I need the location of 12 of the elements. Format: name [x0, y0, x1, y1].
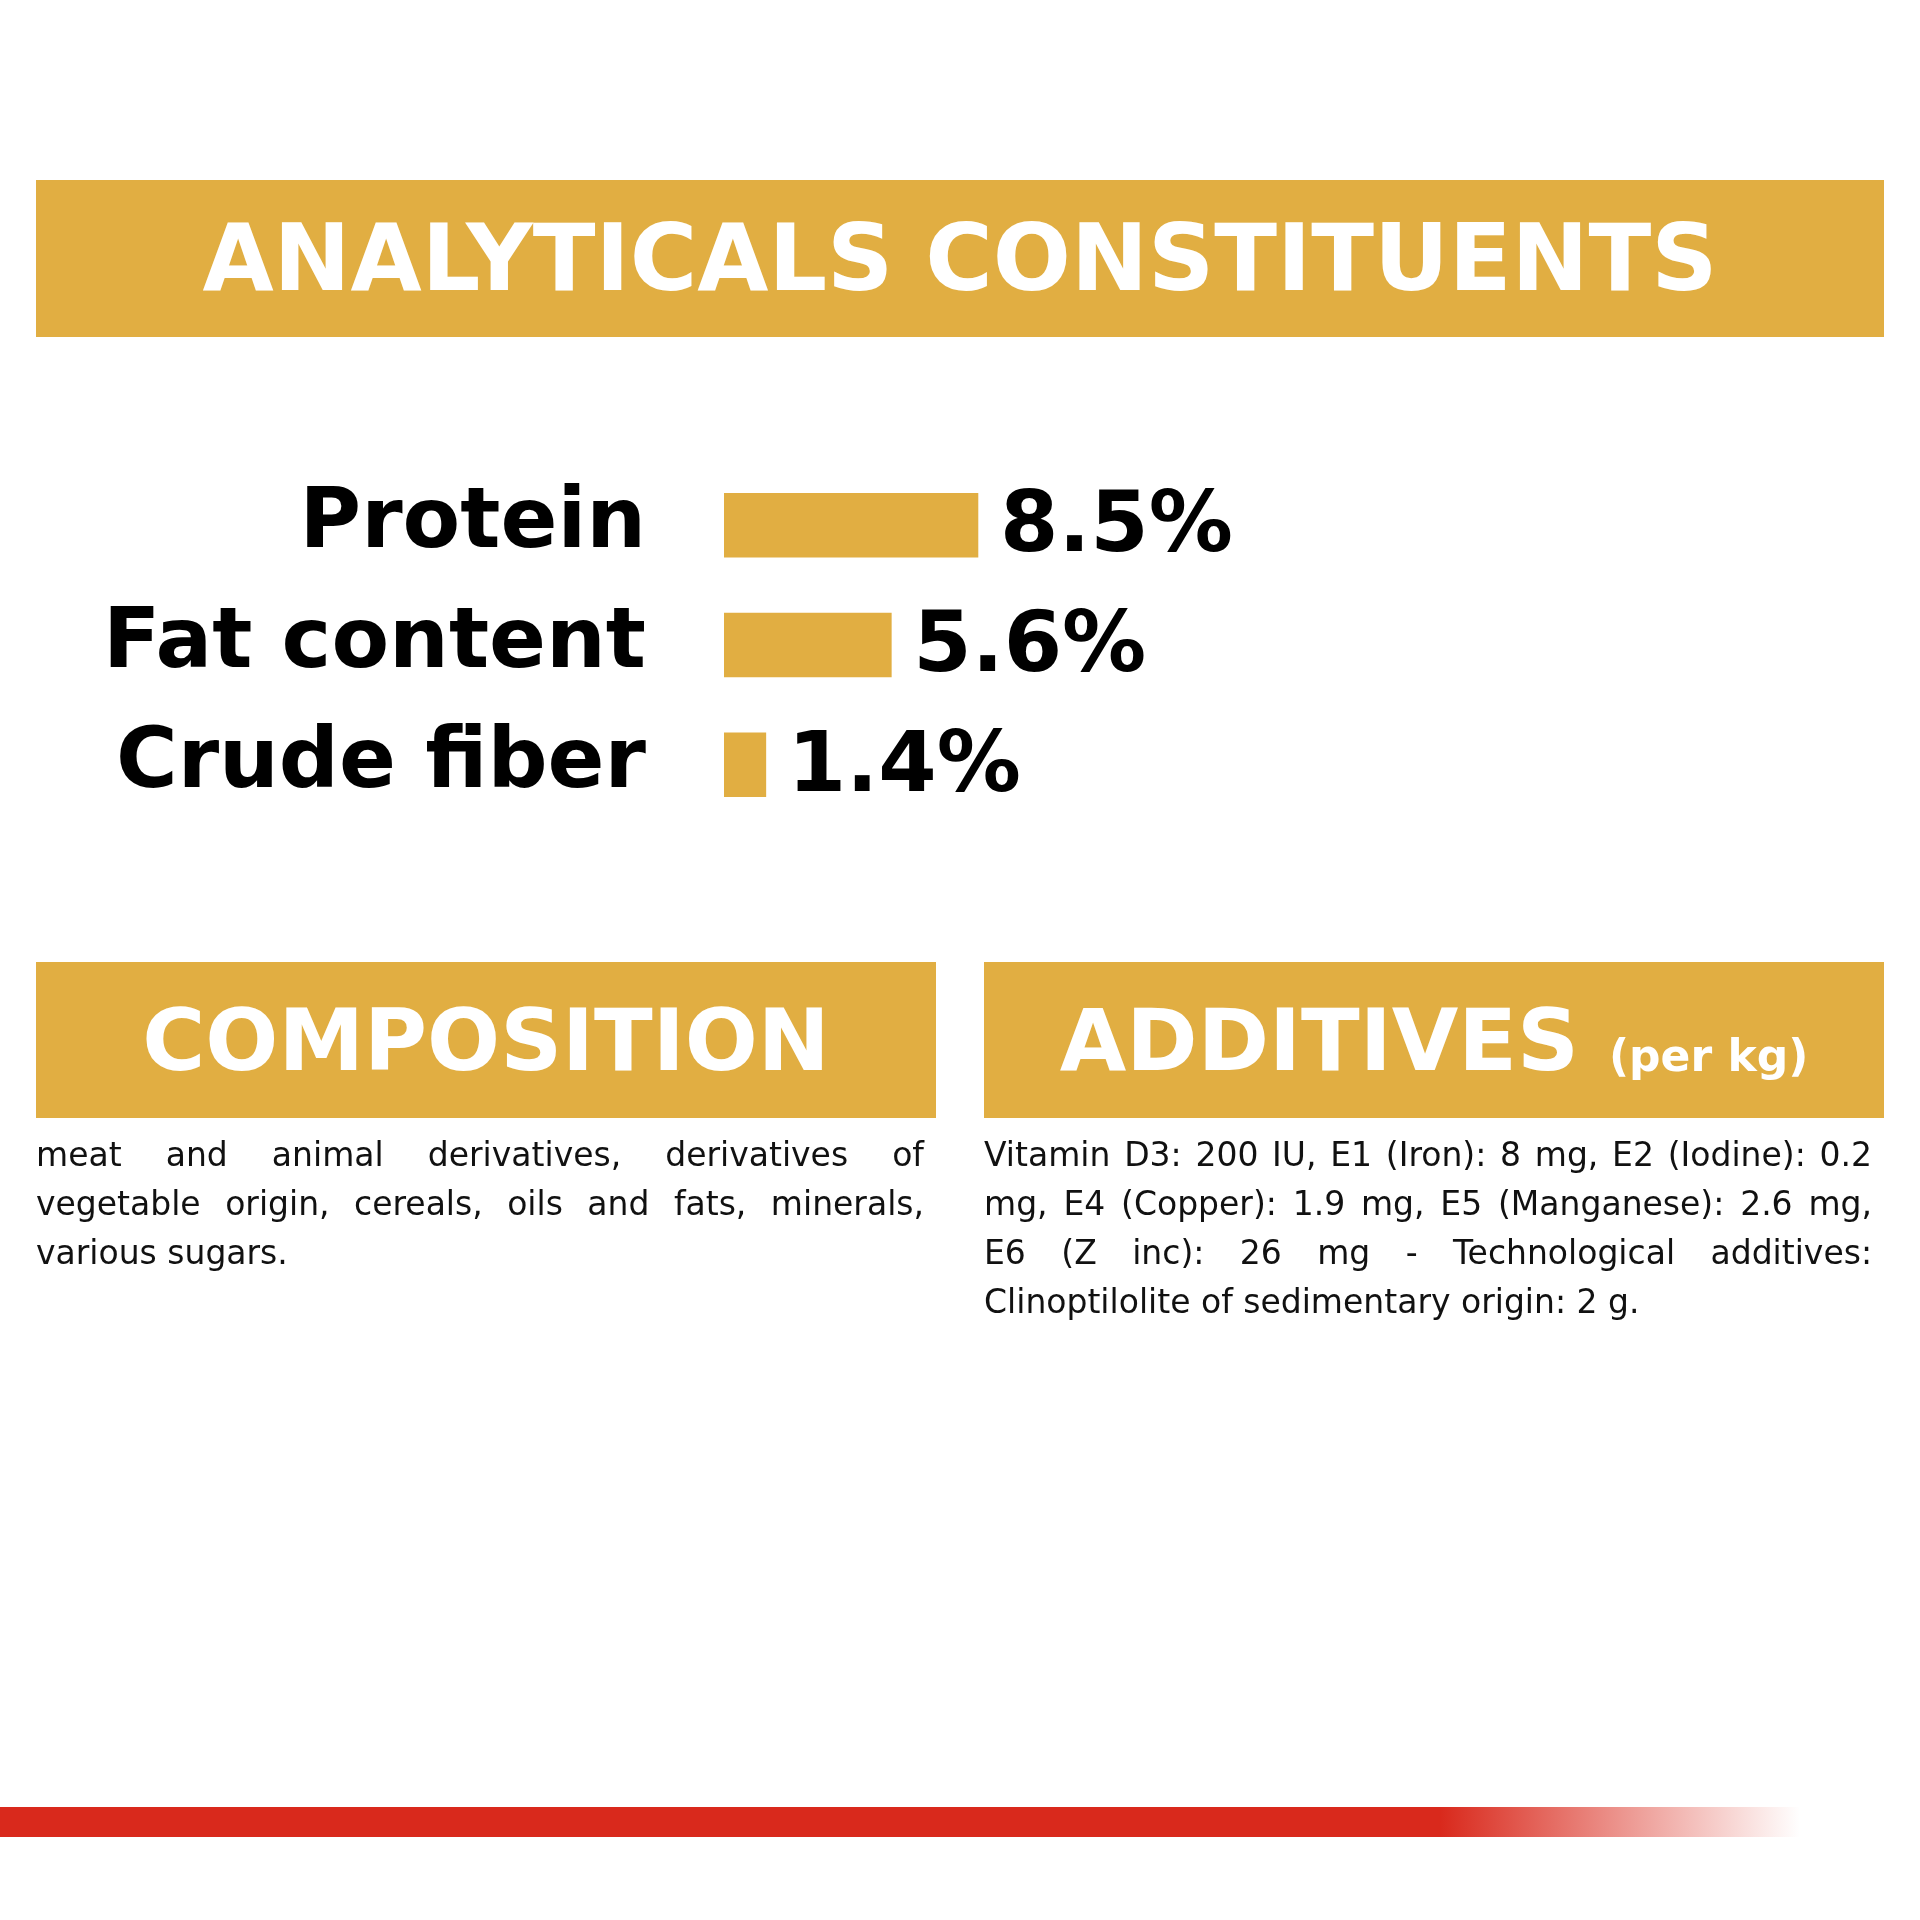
- data-label: 8.5%: [999, 473, 1233, 572]
- data-label: 5.6%: [913, 592, 1147, 691]
- text: COMPOSITION: [142, 990, 830, 1090]
- y-tick-label: Crude fiber: [115, 708, 647, 807]
- text: ADDITIVES: [1059, 990, 1579, 1090]
- text: (per kg): [1608, 1029, 1809, 1081]
- data-label: 1.4%: [787, 712, 1021, 811]
- y-tick-label: Protein: [299, 469, 646, 568]
- text: meat and animal derivatives, derivatives of vegetable origin, cereals, oils and fats, minerals, various sugars.: [36, 1134, 924, 1274]
- y-tick-label: Fat content: [103, 588, 646, 687]
- text: Vitamin D3: 200 IU, E1 (Iron): 8 mg, E2 (Iodine): 0.2 mg, E4 (Copper): 1.9 mg, E5 (Manganese): 2.6 mg, E6 (Z inc): 26 mg - Technological additives: Clinoptilolite of sedimentary origin: 2 g.: [984, 1134, 1872, 1323]
- chart-title: ANALYTICALS CONSTITUENTS: [36, 180, 1884, 337]
